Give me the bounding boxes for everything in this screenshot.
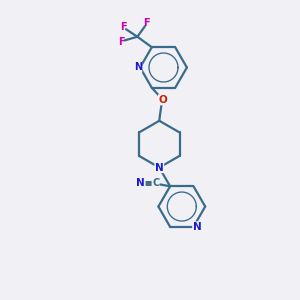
Text: N: N [136, 178, 145, 188]
Text: F: F [121, 22, 127, 32]
Text: F: F [143, 18, 150, 28]
Text: N: N [134, 62, 142, 73]
Text: N: N [155, 163, 164, 172]
Text: C: C [152, 178, 159, 188]
Text: O: O [158, 95, 167, 105]
Text: N: N [193, 222, 202, 232]
Text: F: F [118, 37, 125, 47]
